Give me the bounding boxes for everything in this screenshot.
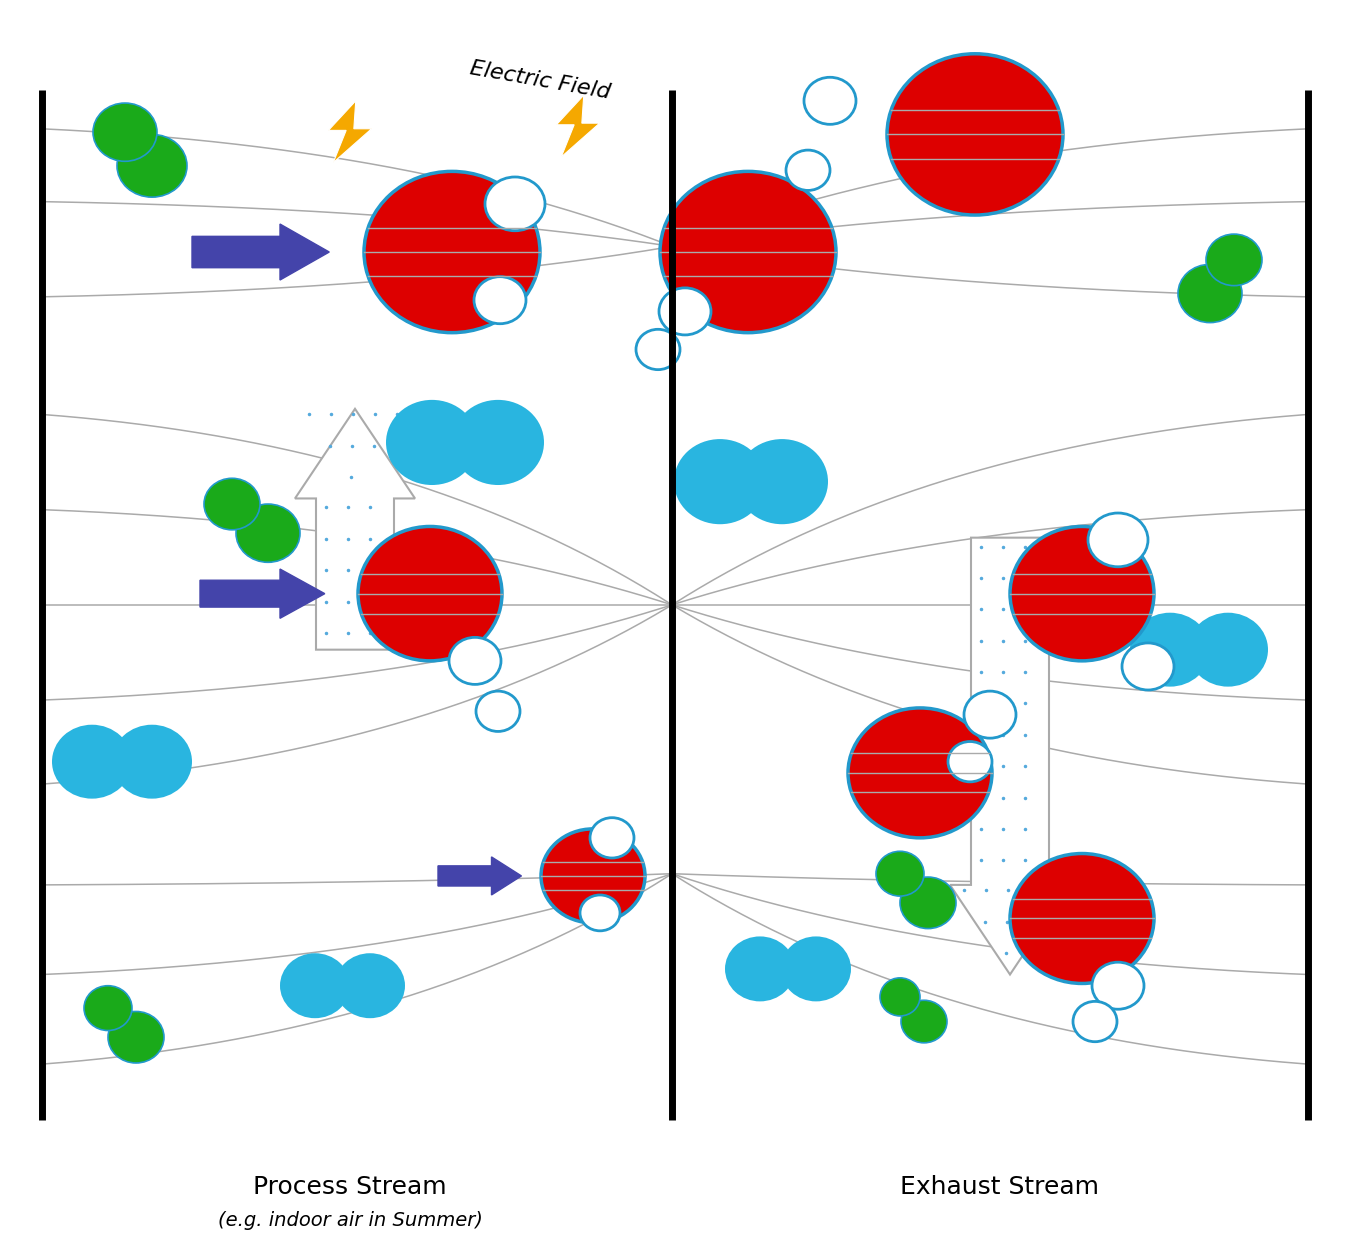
Ellipse shape <box>204 478 261 530</box>
Ellipse shape <box>364 171 540 333</box>
Ellipse shape <box>786 150 830 190</box>
Ellipse shape <box>1206 234 1262 286</box>
Ellipse shape <box>948 741 992 782</box>
Ellipse shape <box>848 708 992 838</box>
Ellipse shape <box>1092 962 1143 1010</box>
Ellipse shape <box>900 1000 946 1043</box>
Ellipse shape <box>1073 1001 1116 1042</box>
Ellipse shape <box>485 178 545 231</box>
Ellipse shape <box>1179 264 1242 323</box>
Ellipse shape <box>900 877 956 928</box>
Ellipse shape <box>450 637 501 684</box>
Ellipse shape <box>477 692 520 731</box>
Polygon shape <box>328 101 371 163</box>
Text: Electric Field: Electric Field <box>468 58 612 102</box>
Ellipse shape <box>117 134 188 197</box>
Ellipse shape <box>541 829 645 924</box>
Ellipse shape <box>659 287 711 335</box>
Ellipse shape <box>452 399 544 485</box>
Ellipse shape <box>1122 642 1174 690</box>
Ellipse shape <box>590 817 634 858</box>
Ellipse shape <box>53 725 132 799</box>
Ellipse shape <box>1188 613 1268 687</box>
FancyArrow shape <box>437 857 521 895</box>
Ellipse shape <box>805 78 856 125</box>
FancyArrow shape <box>200 568 325 618</box>
Ellipse shape <box>725 936 795 1001</box>
Polygon shape <box>296 409 414 650</box>
Ellipse shape <box>358 526 502 661</box>
Ellipse shape <box>108 1011 163 1063</box>
Ellipse shape <box>474 276 526 324</box>
Ellipse shape <box>660 171 836 333</box>
Ellipse shape <box>236 504 300 562</box>
Ellipse shape <box>386 399 478 485</box>
Ellipse shape <box>880 978 919 1016</box>
Ellipse shape <box>736 439 828 524</box>
Ellipse shape <box>1010 526 1154 661</box>
FancyArrow shape <box>192 224 329 280</box>
Ellipse shape <box>964 692 1017 739</box>
Ellipse shape <box>1010 853 1154 984</box>
Ellipse shape <box>1088 513 1148 567</box>
Ellipse shape <box>636 329 680 370</box>
Ellipse shape <box>1130 613 1210 687</box>
Ellipse shape <box>84 985 132 1031</box>
Ellipse shape <box>112 725 192 799</box>
Text: Exhaust Stream: Exhaust Stream <box>900 1175 1099 1200</box>
Ellipse shape <box>279 953 350 1018</box>
Text: Process Stream: Process Stream <box>254 1175 447 1200</box>
Text: (e.g. indoor air in Summer): (e.g. indoor air in Summer) <box>217 1212 482 1231</box>
Ellipse shape <box>580 895 620 931</box>
Ellipse shape <box>335 953 405 1018</box>
Ellipse shape <box>782 936 850 1001</box>
Ellipse shape <box>674 439 765 524</box>
Ellipse shape <box>876 851 923 896</box>
Ellipse shape <box>887 54 1062 215</box>
Polygon shape <box>950 538 1071 974</box>
Polygon shape <box>556 95 599 157</box>
Ellipse shape <box>93 104 157 162</box>
